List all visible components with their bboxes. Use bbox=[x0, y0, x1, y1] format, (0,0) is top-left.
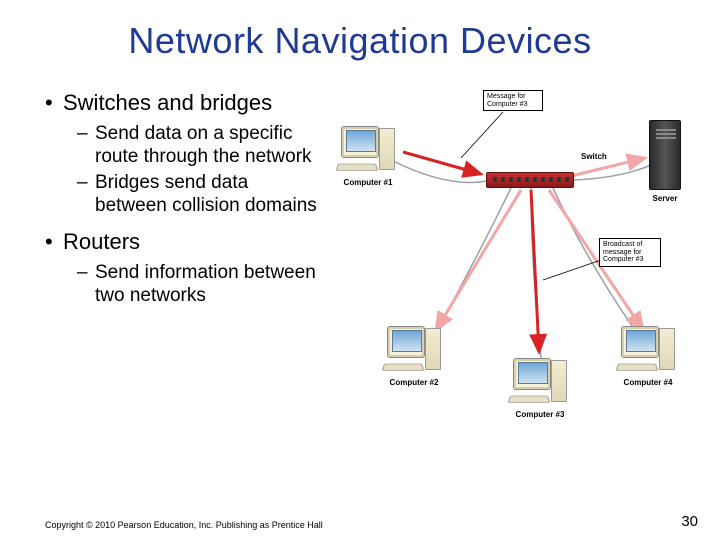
callout-broadcast: Broadcast of message for Computer #3 bbox=[599, 238, 661, 267]
bullet-switches: Switches and bridges bbox=[45, 90, 323, 115]
server-device bbox=[649, 120, 681, 190]
callout-message-l1: Message for bbox=[487, 93, 526, 100]
computer-1: Computer #1 bbox=[337, 126, 399, 184]
computer-1-label: Computer #1 bbox=[337, 178, 399, 187]
switch-device bbox=[486, 172, 574, 188]
page-title: Network Navigation Devices bbox=[45, 20, 675, 62]
computer-4-label: Computer #4 bbox=[617, 378, 679, 387]
text-column: Switches and bridges Send data on a spec… bbox=[45, 90, 323, 430]
footer-pagenum: 30 bbox=[681, 513, 698, 530]
slide: Network Navigation Devices Switches and … bbox=[0, 0, 720, 540]
subbullet-bridges: Bridges send data between collision doma… bbox=[45, 172, 323, 217]
switch-label: Switch bbox=[581, 152, 607, 161]
computer-3-label: Computer #3 bbox=[509, 410, 571, 419]
computer-4: Computer #4 bbox=[617, 326, 679, 384]
bullet-routers: Routers bbox=[45, 229, 323, 254]
callout-message: Message for Computer #3 bbox=[483, 90, 543, 111]
callout-broadcast-l1: Broadcast of bbox=[603, 241, 642, 248]
network-diagram: Switch Server Computer #1 Computer #2 Co… bbox=[331, 90, 691, 430]
computer-3: Computer #3 bbox=[509, 358, 571, 416]
computer-2: Computer #2 bbox=[383, 326, 445, 384]
subbullet-routers: Send information between two networks bbox=[45, 262, 323, 307]
computer-2-label: Computer #2 bbox=[383, 378, 445, 387]
content-row: Switches and bridges Send data on a spec… bbox=[45, 90, 675, 430]
callout-broadcast-l2: message for bbox=[603, 249, 642, 256]
callout-message-l2: Computer #3 bbox=[487, 101, 527, 108]
callout-broadcast-l3: Computer #3 bbox=[603, 256, 643, 263]
subbullet-route: Send data on a specific route through th… bbox=[45, 123, 323, 168]
server-label: Server bbox=[649, 194, 681, 203]
footer-copyright: Copyright © 2010 Pearson Education, Inc.… bbox=[45, 520, 323, 530]
